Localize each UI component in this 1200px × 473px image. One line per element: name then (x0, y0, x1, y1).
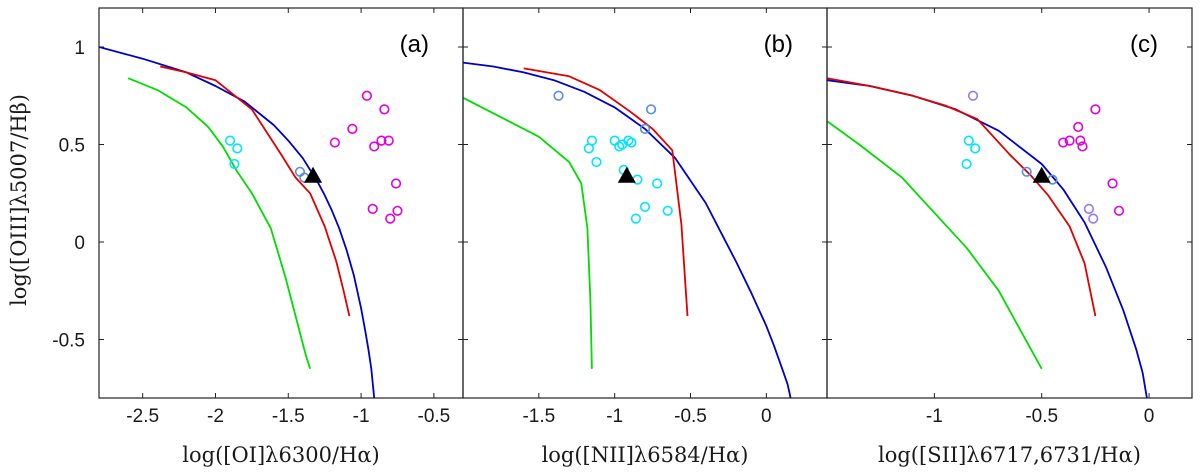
blue-curve (99, 46, 376, 398)
x-tick-label: -1 (926, 406, 943, 427)
red-curve (523, 67, 689, 317)
magenta-point (379, 104, 390, 115)
x-tick-label: -0.5 (674, 406, 707, 427)
x-axis-label: log([NII]λ6584/Hα) (542, 443, 749, 467)
panels: -2.5 -2 -1.5 -1 -0.5 -0.5 0 0.5 1 (a) log([OI]λ630… (52, 7, 1193, 467)
x-axis-label: log([SII]λ6717,6731/Hα) (878, 443, 1141, 467)
x-tick-label: 0 (1144, 406, 1155, 427)
magenta-point (361, 90, 373, 101)
green-curve (827, 120, 1043, 370)
magenta-point (367, 203, 378, 214)
magenta-point (1075, 135, 1086, 146)
cyan-point (591, 156, 602, 168)
x-tick-label: -2 (207, 406, 224, 427)
red-curve (160, 65, 351, 317)
panel-1: -1.5 -1 -0.5 0 (b) log([NII]λ6584/Hα) (462, 7, 828, 467)
blue-curve (827, 79, 1148, 398)
magenta-point (390, 178, 402, 189)
magenta-point (1107, 178, 1118, 189)
cyan-point (963, 135, 974, 146)
x-tick-label: -1.5 (272, 406, 305, 427)
y-tick-label: 0 (74, 233, 85, 254)
data-layer (827, 77, 1148, 398)
blue-point (294, 166, 306, 177)
panel-label: (a) (400, 31, 429, 58)
data-layer (463, 61, 792, 398)
blue-curve (463, 61, 792, 398)
panel-0: -2.5 -2 -1.5 -1 -0.5 -0.5 0 0.5 1 (a) log([OI]λ630… (52, 7, 464, 467)
x-tick-label: -1 (353, 406, 370, 427)
blue-point (639, 123, 651, 134)
violet-point (1083, 203, 1095, 214)
violet-point (1088, 213, 1099, 224)
panel-label: (c) (1130, 31, 1158, 58)
x-tick-label: -0.5 (418, 406, 451, 427)
y-tick-label: -0.5 (52, 331, 85, 352)
cyan-point (229, 158, 240, 170)
cyan-point (232, 143, 243, 154)
violet-point (967, 90, 979, 101)
cyan-point (652, 178, 663, 189)
panel-2: -1 -0.5 0 (c) log([SII]λ6717,6731/Hα) (826, 7, 1193, 467)
magenta-point (1073, 121, 1084, 133)
cyan-point (662, 205, 673, 216)
magenta-point (369, 141, 380, 152)
x-axis-label: log([OI]λ6300/Hα) (182, 443, 379, 467)
x-tick-label: -1.5 (522, 406, 555, 427)
y-tick-label: 0.5 (59, 136, 85, 157)
cyan-point (630, 213, 642, 224)
cyan-point (961, 158, 972, 170)
magenta-point (1113, 205, 1125, 216)
blue-point (553, 90, 564, 101)
cyan-point (583, 143, 594, 154)
green-curve (127, 77, 311, 370)
x-tick-label: -0.5 (1025, 406, 1058, 427)
blue-point (645, 104, 657, 115)
green-curve (463, 96, 593, 369)
triangle-marker (1032, 166, 1051, 183)
magenta-point (329, 137, 340, 148)
panel-frame (826, 7, 1193, 399)
cyan-point (639, 201, 651, 212)
magenta-point (392, 205, 403, 216)
blue-point (1021, 166, 1032, 177)
cyan-point (970, 143, 981, 154)
x-tick-label: 0 (761, 406, 772, 427)
data-layer (99, 46, 403, 398)
magenta-point (1058, 137, 1069, 148)
panel-label: (b) (764, 31, 793, 58)
magenta-point (1064, 135, 1075, 146)
magenta-point (383, 135, 394, 146)
magenta-point (376, 135, 387, 146)
x-tick-label: -2.5 (126, 406, 159, 427)
magenta-point (1090, 104, 1101, 115)
y-axis-label: log([OIII]λ5007/Hβ) (7, 94, 31, 306)
magenta-point (385, 213, 396, 224)
triangle-marker (304, 166, 323, 183)
triangle-marker (617, 166, 636, 183)
magenta-point (1077, 141, 1088, 152)
cyan-point (626, 137, 637, 148)
magenta-point (347, 123, 358, 134)
y-tick-label: 1 (74, 38, 85, 59)
panel-frame (98, 7, 464, 399)
x-tick-label: -1 (606, 406, 623, 427)
red-curve (827, 77, 1097, 317)
cyan-point (224, 135, 236, 146)
